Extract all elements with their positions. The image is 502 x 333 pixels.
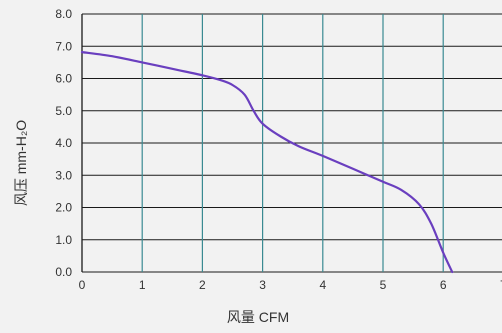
x-tick-label: 5 <box>380 278 387 292</box>
x-tick-label: 6 <box>440 278 447 292</box>
y-tick-label: 0.0 <box>55 265 72 279</box>
y-tick-label: 5.0 <box>55 104 72 118</box>
series-layer <box>80 51 454 274</box>
y-tick-label: 6.0 <box>55 72 72 86</box>
x-tick-label: 4 <box>319 278 326 292</box>
x-tick-label: 0 <box>79 278 86 292</box>
x-tick-label: 3 <box>259 278 266 292</box>
y-tick-label: 8.0 <box>55 7 72 21</box>
x-tick-label: 7 <box>500 278 502 292</box>
tick-label-layer: 0.0 1.0 2.0 3.0 4.0 5.0 6.0 7.0 8.0 0 1 2 3 4 5 6 7 <box>55 7 502 292</box>
x-tick-label: 2 <box>199 278 206 292</box>
pq-curve-line <box>80 51 454 274</box>
x-axis-title: 风量 CFM <box>227 309 289 325</box>
y-axis-title: 风压 mm-H₂O <box>13 120 29 206</box>
x-tick-label: 1 <box>139 278 146 292</box>
y-tick-label: 2.0 <box>55 201 72 215</box>
y-tick-label: 4.0 <box>55 136 72 150</box>
y-tick-label: 3.0 <box>55 168 72 182</box>
y-tick-label: 1.0 <box>55 233 72 247</box>
y-tick-label: 7.0 <box>55 39 72 53</box>
